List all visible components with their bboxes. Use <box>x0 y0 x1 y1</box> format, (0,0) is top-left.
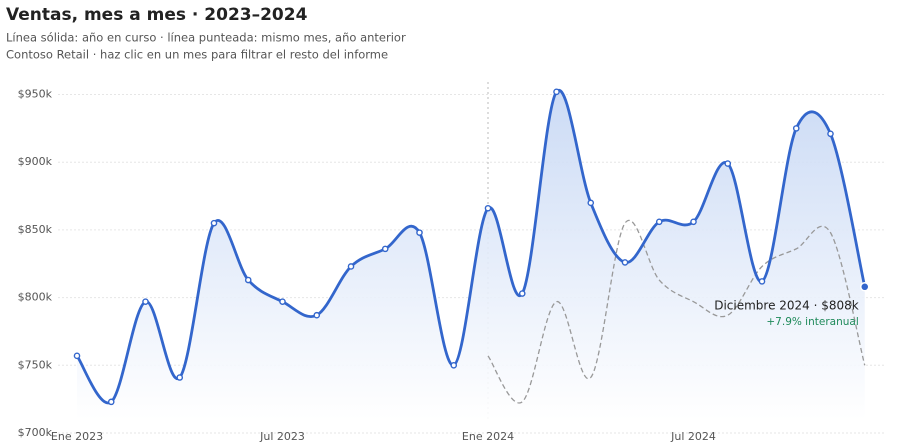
chart-title: Ventas, mes a mes · 2023–2024 <box>6 5 308 25</box>
data-point[interactable] <box>518 290 526 297</box>
y-tick-label: $950k <box>18 88 53 101</box>
data-point[interactable] <box>690 218 697 226</box>
y-tick-label: $900k <box>18 155 53 168</box>
data-point[interactable] <box>313 311 321 319</box>
y-tick-label: $850k <box>18 223 53 236</box>
data-point[interactable] <box>210 219 218 227</box>
data-point[interactable] <box>347 263 355 270</box>
annotation-note: +7.9% interanual <box>766 316 858 328</box>
y-tick-label: $800k <box>18 291 53 304</box>
data-point[interactable] <box>484 204 492 212</box>
data-point[interactable] <box>587 199 595 207</box>
data-point[interactable] <box>621 259 629 266</box>
data-point[interactable] <box>244 276 252 284</box>
data-point[interactable] <box>827 130 834 138</box>
data-point[interactable] <box>860 282 870 292</box>
data-point[interactable] <box>279 298 286 305</box>
y-tick-label: $700k <box>18 426 53 439</box>
x-tick-label: Ene 2023 <box>51 430 103 443</box>
data-point[interactable] <box>416 229 423 236</box>
area <box>77 90 865 421</box>
x-tick-label: Ene 2024 <box>462 430 514 443</box>
data-point[interactable] <box>107 398 115 406</box>
y-tick-label: $750k <box>18 358 53 371</box>
data-point[interactable] <box>724 160 732 167</box>
data-point[interactable] <box>176 374 184 381</box>
subtitle: Línea sólida: año en curso · línea punte… <box>6 31 406 45</box>
x-tick-label: Jul 2024 <box>670 430 716 443</box>
x-tick-label: Jul 2023 <box>259 430 305 443</box>
data-point[interactable] <box>450 362 458 369</box>
subtitle: Contoso Retail · haz clic en un mes para… <box>6 48 388 62</box>
data-point[interactable] <box>553 88 560 96</box>
data-point[interactable] <box>655 218 663 226</box>
data-point[interactable] <box>792 125 800 132</box>
data-point[interactable] <box>758 278 766 285</box>
annotation-label: Diciembre 2024 · $808k <box>714 298 859 312</box>
data-point[interactable] <box>73 352 81 360</box>
prior-year-line <box>487 219 866 404</box>
data-point[interactable] <box>381 245 389 253</box>
data-point[interactable] <box>142 298 149 305</box>
